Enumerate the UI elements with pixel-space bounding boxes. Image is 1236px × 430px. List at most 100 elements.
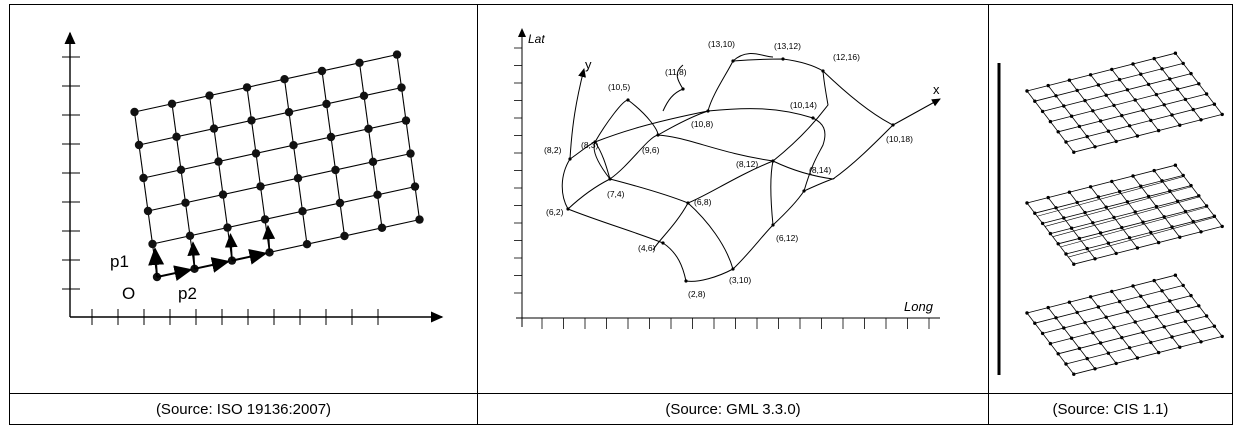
plane-line <box>1065 215 1215 255</box>
point-label: (10,14) <box>790 100 817 110</box>
plane-node <box>1178 345 1182 349</box>
plane-node <box>1085 356 1089 361</box>
grid-curve <box>803 117 826 192</box>
plane-node <box>1040 331 1045 336</box>
plane-node <box>1056 242 1060 246</box>
grid-node <box>364 124 373 133</box>
plane-node <box>1152 168 1156 173</box>
grid-point <box>566 207 570 211</box>
plane-node <box>1199 230 1203 234</box>
plane-node <box>1181 173 1185 178</box>
grid-node <box>359 91 369 101</box>
grid-node <box>214 157 223 166</box>
p2-vector <box>194 257 230 273</box>
plane-line <box>1037 176 1185 217</box>
plane-node <box>1178 235 1182 239</box>
plane-node <box>1212 324 1217 328</box>
point-label: (12,16) <box>833 52 860 62</box>
grid-point <box>771 223 775 227</box>
plane-node <box>1067 78 1072 82</box>
grid-node <box>247 116 256 125</box>
plane-node <box>1072 150 1076 154</box>
plane-node <box>1077 124 1082 129</box>
plane-node <box>1085 134 1089 139</box>
plane-node <box>1064 252 1068 256</box>
plane-node <box>1139 72 1143 76</box>
plane-node <box>1131 174 1135 178</box>
grid-col-line <box>246 87 271 253</box>
plane-node <box>1040 221 1045 226</box>
point-label: (6,8) <box>694 197 712 207</box>
grid-node <box>181 198 190 207</box>
grid-node <box>256 182 265 191</box>
plane-node <box>1040 109 1045 114</box>
grid-point <box>608 177 612 181</box>
plane-node <box>1135 246 1140 250</box>
grid-node <box>134 140 144 150</box>
grid-curve <box>657 124 894 180</box>
plane-node <box>1125 310 1130 314</box>
grid-curve <box>822 70 894 126</box>
plane-line <box>1065 103 1215 143</box>
point-labels: (13,10) (13,12) (11,8) (12,16) (10,5) (10,14)… <box>544 39 913 299</box>
grid-row-line <box>138 87 402 146</box>
plane-node <box>1156 128 1161 133</box>
plane-node <box>1069 226 1074 230</box>
plane-node <box>1149 230 1153 235</box>
offset-arrow <box>224 233 238 261</box>
plane-node <box>1175 87 1180 91</box>
grid-col-line <box>396 54 421 220</box>
grid-node <box>392 50 402 59</box>
plane-line <box>1042 73 1192 112</box>
plane-node <box>1085 246 1089 251</box>
plane-node <box>1173 273 1178 277</box>
referenceable-grid-diagram: Lat Long x y (13,10) (13,12) (11,8) (12,16)… <box>514 28 941 329</box>
grid-point <box>626 98 630 102</box>
grid-row-line <box>143 120 407 179</box>
plane-node <box>1062 326 1066 330</box>
plane-node <box>1033 99 1037 103</box>
grid-node <box>143 206 153 216</box>
plane-node <box>1133 320 1137 324</box>
plane-node <box>1189 183 1193 188</box>
plane-node <box>1168 189 1172 193</box>
plane-node <box>1178 123 1182 127</box>
grid-curve <box>685 202 734 282</box>
plane-node <box>1025 201 1029 205</box>
plane-node <box>1088 295 1093 299</box>
plane-node <box>1056 352 1060 356</box>
grid-curve <box>732 58 824 72</box>
plane-node <box>1110 289 1114 294</box>
plane-node <box>1191 107 1195 112</box>
grid-node <box>397 83 406 92</box>
plane-node <box>1146 82 1151 87</box>
plane-node <box>1104 315 1108 319</box>
grid-y-axis-arrow <box>569 68 586 160</box>
plane-node <box>1146 194 1151 199</box>
plane-node <box>1160 67 1164 71</box>
plane-node <box>1069 336 1074 340</box>
grid-node <box>260 215 270 224</box>
plane-node <box>1131 62 1135 66</box>
grid-point <box>771 159 775 163</box>
plane-node <box>1117 189 1122 194</box>
rectified-grid-diagram: O p1 p2 <box>62 31 444 325</box>
long-axis-label: Long <box>904 299 934 314</box>
plane-node <box>1054 206 1058 210</box>
plane-node <box>1025 89 1029 93</box>
plane-node <box>1154 204 1159 209</box>
plane-node <box>1212 214 1217 218</box>
plane-node <box>1106 129 1111 133</box>
plane-line <box>1065 325 1215 365</box>
plane-line <box>1052 196 1200 237</box>
plane-node <box>1135 356 1140 360</box>
plane-line <box>1026 52 1176 92</box>
p2-vector <box>231 248 268 265</box>
point-label: (8,2) <box>544 145 562 155</box>
grid-point <box>656 133 660 137</box>
plane-node <box>1181 61 1185 66</box>
plane-node <box>1189 71 1193 76</box>
plane-node <box>1162 215 1166 219</box>
grid-node <box>130 107 139 117</box>
grid-row-line <box>152 186 416 245</box>
